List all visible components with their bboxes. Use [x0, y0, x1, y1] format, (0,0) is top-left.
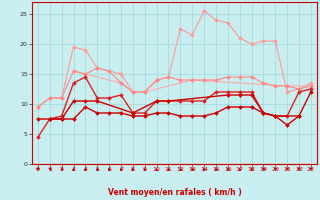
X-axis label: Vent moyen/en rafales ( km/h ): Vent moyen/en rafales ( km/h )	[108, 188, 241, 197]
